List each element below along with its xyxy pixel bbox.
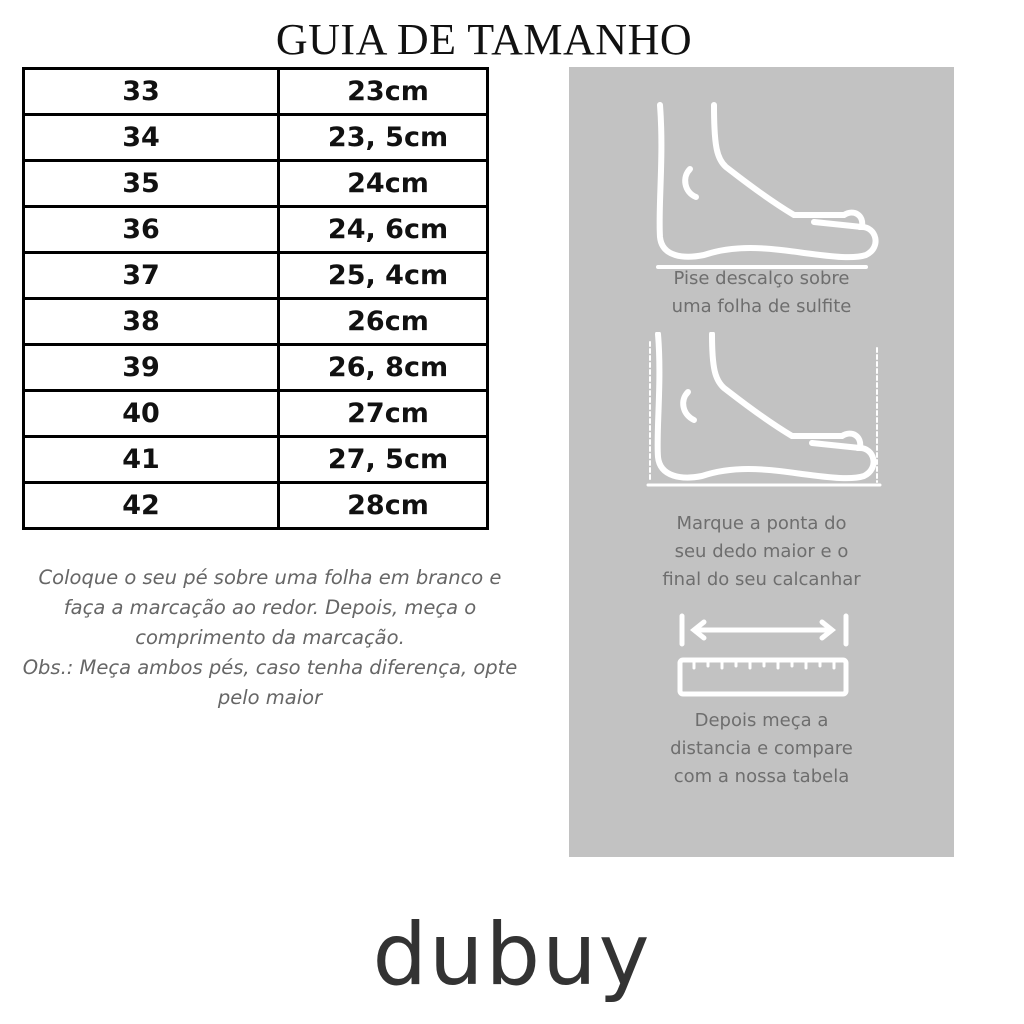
foot-marked-icon	[646, 332, 882, 487]
table-row: 41 27, 5cm	[22, 435, 489, 484]
ruler-icon	[677, 613, 849, 697]
table-row: 40 27cm	[22, 389, 489, 438]
table-row: 38 26cm	[22, 297, 489, 346]
step-line: seu dedo maior e o	[674, 541, 849, 562]
size-cell: 35	[22, 159, 280, 208]
step-line: uma folha de sulfite	[671, 296, 852, 317]
size-cell: 41	[22, 435, 280, 484]
page-title: GUIA DE TAMANHO	[275, 15, 693, 64]
instruction-line: Obs.: Meça ambos pés, caso tenha diferen…	[22, 656, 518, 679]
table-row: 42 28cm	[22, 481, 489, 530]
measuring-guide-panel: Pise descalço sobre uma folha de sulfite…	[569, 67, 954, 857]
length-cell: 23cm	[277, 67, 489, 116]
step2-text: Marque a ponta do seu dedo maior e o fin…	[569, 510, 954, 594]
length-cell: 27, 5cm	[277, 435, 489, 484]
instruction-line: comprimento da marcação.	[135, 626, 405, 649]
size-cell: 39	[22, 343, 280, 392]
size-table: 33 23cm 34 23, 5cm 35 24cm 36 24, 6cm 37 25, 4cm 3…	[22, 67, 489, 530]
step1-text: Pise descalço sobre uma folha de sulfite	[569, 265, 954, 321]
length-cell: 25, 4cm	[277, 251, 489, 300]
length-cell: 26, 8cm	[277, 343, 489, 392]
length-cell: 24cm	[277, 159, 489, 208]
instruction-line: Coloque o seu pé sobre uma folha em bran…	[38, 566, 502, 589]
instruction-line: faça a marcação ao redor. Depois, meça o	[63, 596, 477, 619]
step-line: Depois meça a	[694, 710, 829, 731]
length-cell: 27cm	[277, 389, 489, 438]
size-cell: 36	[22, 205, 280, 254]
step-line: com a nossa tabela	[673, 766, 850, 787]
size-cell: 38	[22, 297, 280, 346]
instruction-line: pelo maior	[217, 686, 323, 709]
length-cell: 23, 5cm	[277, 113, 489, 162]
table-row: 37 25, 4cm	[22, 251, 489, 300]
size-cell: 37	[22, 251, 280, 300]
foot-icon	[656, 102, 879, 269]
instructions: Coloque o seu pé sobre uma folha em bran…	[0, 563, 540, 713]
step-line: final do seu calcanhar	[662, 569, 861, 590]
step-line: Pise descalço sobre	[673, 268, 850, 289]
table-row: 36 24, 6cm	[22, 205, 489, 254]
table-row: 34 23, 5cm	[22, 113, 489, 162]
table-row: 33 23cm	[22, 67, 489, 116]
length-cell: 24, 6cm	[277, 205, 489, 254]
size-cell: 42	[22, 481, 280, 530]
table-row: 39 26, 8cm	[22, 343, 489, 392]
size-cell: 34	[22, 113, 280, 162]
brand-logo: dubuy	[372, 905, 652, 1005]
size-cell: 33	[22, 67, 280, 116]
length-cell: 28cm	[277, 481, 489, 530]
step-line: distancia e compare	[670, 738, 853, 759]
length-cell: 26cm	[277, 297, 489, 346]
step-line: Marque a ponta do	[676, 513, 847, 534]
size-cell: 40	[22, 389, 280, 438]
table-row: 35 24cm	[22, 159, 489, 208]
step3-text: Depois meça a distancia e compare com a …	[569, 707, 954, 791]
